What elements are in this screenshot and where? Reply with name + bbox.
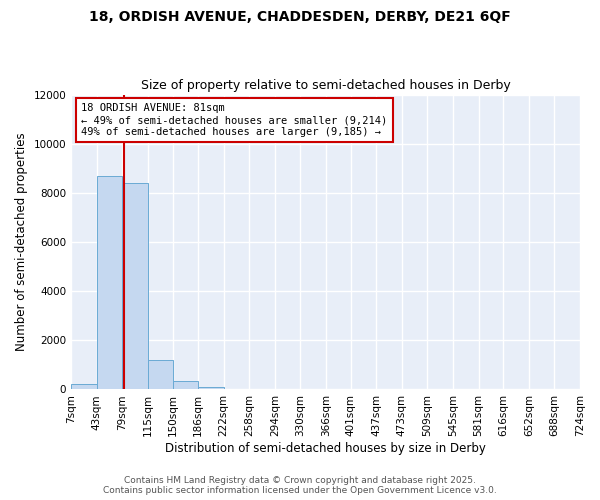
Title: Size of property relative to semi-detached houses in Derby: Size of property relative to semi-detach… bbox=[141, 79, 511, 92]
Bar bbox=[173, 381, 198, 390]
X-axis label: Distribution of semi-detached houses by size in Derby: Distribution of semi-detached houses by … bbox=[165, 442, 486, 455]
Text: 18, ORDISH AVENUE, CHADDESDEN, DERBY, DE21 6QF: 18, ORDISH AVENUE, CHADDESDEN, DERBY, DE… bbox=[89, 10, 511, 24]
Bar bbox=[198, 386, 224, 390]
Y-axis label: Number of semi-detached properties: Number of semi-detached properties bbox=[15, 132, 28, 352]
Bar bbox=[224, 388, 249, 390]
Bar bbox=[148, 360, 173, 390]
Bar bbox=[122, 183, 148, 390]
Bar bbox=[97, 176, 122, 390]
Text: Contains HM Land Registry data © Crown copyright and database right 2025.
Contai: Contains HM Land Registry data © Crown c… bbox=[103, 476, 497, 495]
Bar bbox=[71, 384, 97, 390]
Text: 18 ORDISH AVENUE: 81sqm
← 49% of semi-detached houses are smaller (9,214)
49% of: 18 ORDISH AVENUE: 81sqm ← 49% of semi-de… bbox=[82, 104, 388, 136]
